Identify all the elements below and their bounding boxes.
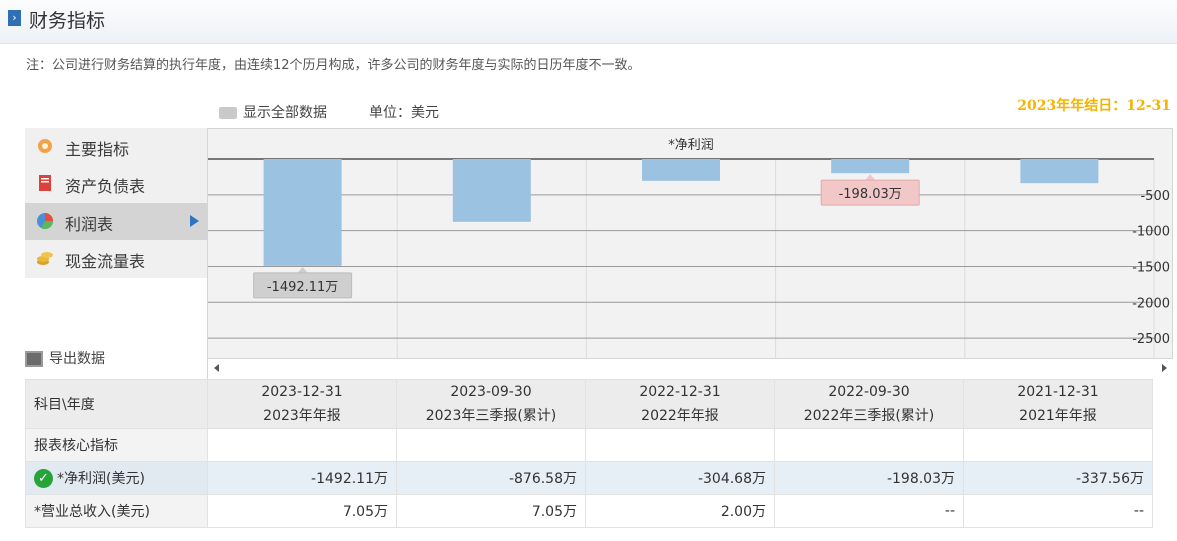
document-icon (39, 175, 51, 191)
chevron-right-icon (190, 215, 199, 227)
comment-bubble-icon (219, 107, 237, 119)
column-header[interactable]: 2022-12-31 2022年年报 (585, 379, 775, 429)
sidebar-item-income-statement[interactable]: 利润表 (25, 203, 207, 240)
scroll-right-icon[interactable] (1162, 364, 1167, 372)
callout-pointer (297, 266, 308, 273)
sidebar-item-label: 资产负债表 (65, 177, 146, 196)
table-cell: 2.00万 (585, 494, 775, 528)
column-date: 2022-12-31 (639, 384, 721, 400)
column-header[interactable]: 2023-09-30 2023年三季报(累计) (396, 379, 586, 429)
y-tick-label: -2500 (1132, 332, 1170, 347)
coins-icon (37, 252, 53, 265)
column-date: 2022-09-30 (828, 384, 910, 400)
unit-label: 单位：美元 (369, 105, 439, 121)
row-label[interactable]: *营业总收入(美元) (25, 494, 208, 528)
table-cell: -- (963, 494, 1153, 528)
corner-header: 科目\年度 (25, 379, 208, 429)
table-section-row: 报表核心指标 (25, 428, 1153, 462)
show-all-data-toggle[interactable]: 显示全部数据 (219, 102, 327, 122)
plot-area (208, 159, 1154, 359)
pie-chart-icon (37, 213, 54, 230)
table-cell: -- (774, 494, 964, 528)
callout-label: -198.03万 (839, 187, 902, 202)
chart-horizontal-scrollbar[interactable] (208, 358, 1173, 379)
sidebar-item-label: 现金流量表 (65, 252, 146, 271)
arrow-right-icon: › (8, 10, 21, 26)
column-period: 2021年年报 (1019, 408, 1097, 424)
column-header[interactable]: 2022-09-30 2022年三季报(累计) (774, 379, 964, 429)
column-date: 2023-12-31 (261, 384, 343, 400)
statement-sidebar: 主要指标 资产负债表 利润表 现金流量表 (25, 128, 207, 278)
column-period: 2023年年报 (263, 408, 341, 424)
sidebar-item-label: 利润表 (65, 215, 114, 234)
sidebar-item-label: 主要指标 (65, 140, 130, 159)
chart-bar (642, 159, 720, 181)
fiscal-year-end: 2023年年结日：12-31 (1017, 98, 1171, 114)
callout-box (253, 272, 353, 299)
net-profit-chart: -500 -1000 -1500 -2000 -2500 *净利润 -1492.11万 -19… (207, 128, 1173, 379)
chart-bar (452, 159, 531, 222)
chart-canvas: -500 -1000 -1500 -2000 -2500 *净利润 -1492.11万 -19… (208, 138, 1170, 359)
sidebar-item-main-indicators[interactable]: 主要指标 (25, 128, 207, 165)
column-date: 2021-12-31 (1017, 384, 1099, 400)
financial-table: 科目\年度 2023-12-31 2023年年报 2023-09-30 2023年三… (25, 379, 1153, 528)
export-icon (25, 351, 43, 367)
table-cell: 7.05万 (396, 494, 586, 528)
column-period: 2022年年报 (641, 408, 719, 424)
table-cell: -1492.11万 (207, 461, 397, 495)
table-row[interactable]: ✓ *净利润(美元) -1492.11万 -876.58万 -304.68万 -1… (25, 461, 1153, 495)
page-header: › 财务指标 (0, 0, 1177, 44)
sidebar-item-cash-flow[interactable]: 现金流量表 (25, 240, 207, 277)
table-row[interactable]: *营业总收入(美元) 7.05万 7.05万 2.00万 -- -- (25, 494, 1153, 528)
y-tick-label: -500 (1140, 189, 1170, 204)
column-header[interactable]: 2021-12-31 2021年年报 (963, 379, 1153, 429)
fiscal-year-note: 注：公司进行财务结算的执行年度，由连续12个历月构成，许多公司的财务年度与实际的… (26, 58, 641, 73)
row-label[interactable]: ✓ *净利润(美元) (25, 461, 208, 495)
show-all-label: 显示全部数据 (243, 105, 327, 121)
table-cell: -198.03万 (774, 461, 964, 495)
column-period: 2022年三季报(累计) (803, 408, 935, 424)
column-header[interactable]: 2023-12-31 2023年年报 (207, 379, 397, 429)
chart-bar (1020, 159, 1099, 184)
table-cell: -304.68万 (585, 461, 775, 495)
sidebar-item-balance-sheet[interactable]: 资产负债表 (25, 165, 207, 202)
scroll-left-icon[interactable] (214, 364, 219, 372)
check-icon: ✓ (34, 469, 53, 489)
y-tick-label: -2000 (1132, 296, 1170, 311)
chart-bar (263, 159, 342, 266)
table-cell: -337.56万 (963, 461, 1153, 495)
callout-label: -1492.11万 (267, 280, 338, 295)
y-tick-label: -1000 (1132, 225, 1170, 240)
export-label: 导出数据 (49, 351, 105, 367)
section-label: 报表核心指标 (25, 428, 208, 462)
column-period: 2023年三季报(累计) (425, 408, 557, 424)
y-tick-label: -1500 (1132, 260, 1170, 275)
chart-bar (831, 159, 910, 174)
callout-pointer (865, 174, 876, 181)
export-data-button[interactable]: 导出数据 (25, 348, 105, 368)
gear-flower-icon (38, 139, 52, 153)
table-cell: 7.05万 (207, 494, 397, 528)
chart-title: *净利润 (668, 138, 714, 153)
table-cell: -876.58万 (396, 461, 586, 495)
column-date: 2023-09-30 (450, 384, 532, 400)
callout-box (820, 179, 920, 206)
page-title: 财务指标 (29, 10, 106, 32)
table-header-row: 科目\年度 2023-12-31 2023年年报 2023-09-30 2023年三… (25, 379, 1153, 429)
